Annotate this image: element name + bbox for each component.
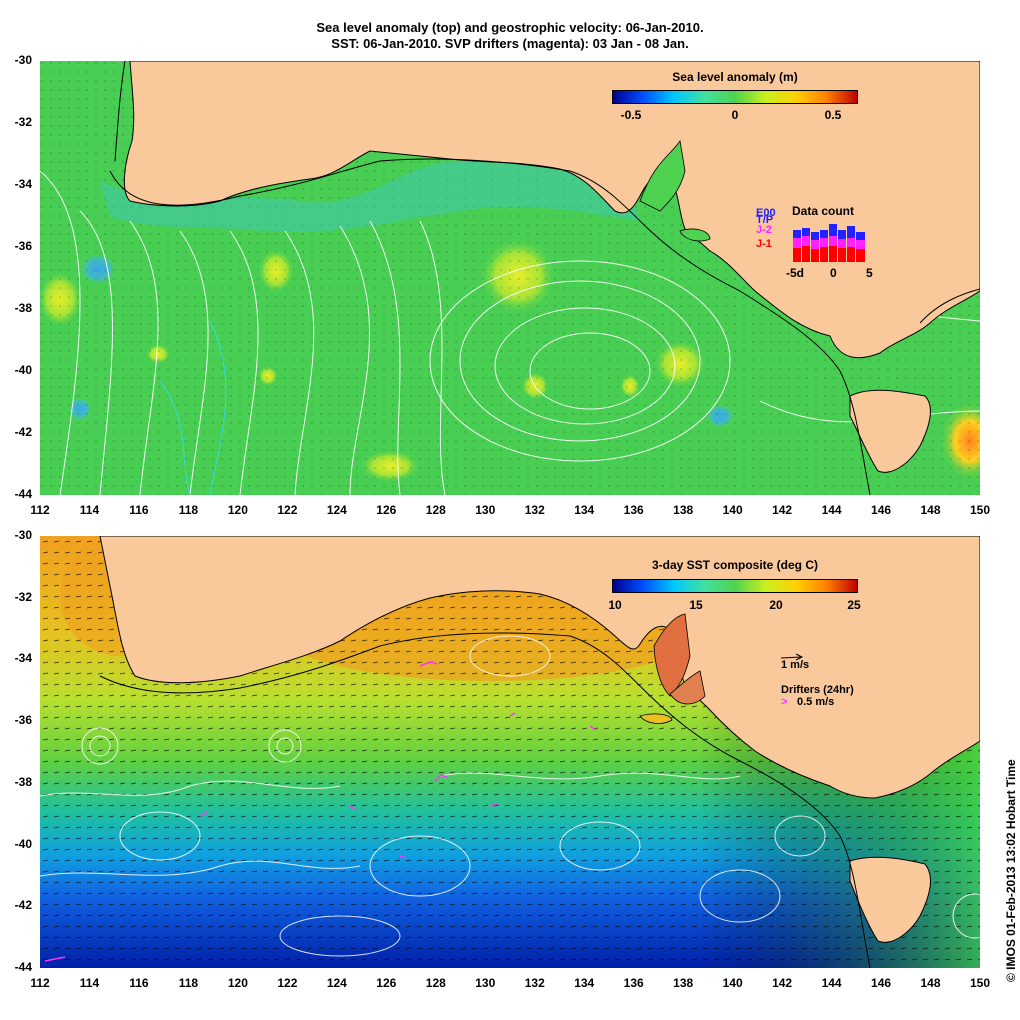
velocity-scale-label: 1 m/s (781, 659, 810, 671)
bottom-lon-tick: 116 (129, 976, 149, 990)
bottom-lon-tick: 144 (821, 976, 842, 990)
top-lon-tick: 114 (79, 503, 100, 517)
top-lon-tick: 136 (623, 503, 644, 517)
drifter-scale-arrow: > (781, 696, 788, 708)
bottom-lon-tick: 150 (969, 976, 991, 990)
top-lat-tick: -38 (14, 301, 32, 315)
australia-landmass-sst (99, 536, 980, 799)
sst-colorbar-tick-1: 10 (608, 598, 622, 612)
drifter-tracks (44, 661, 597, 962)
bottom-lon-tick: 126 (376, 976, 397, 990)
top-lon-tick: 144 (821, 503, 842, 517)
top-lon-tick: 132 (524, 503, 545, 517)
bottom-lat-tick: -30 (14, 528, 32, 542)
top-lon-tick: 130 (475, 503, 496, 517)
top-lat-tick: -44 (14, 487, 32, 501)
australia-landmass (123, 61, 980, 359)
bottom-lat-tick: -38 (14, 774, 32, 789)
top-lon-tick: 142 (772, 503, 793, 517)
bottom-lon-tick: 130 (475, 976, 496, 990)
top-lon-tick: 138 (673, 503, 694, 517)
sla-colorbar-tick-1: -0.5 (620, 108, 642, 122)
sst-sla-contours (40, 635, 980, 957)
bottom-lon-tick: 136 (623, 976, 644, 990)
bottom-lon-tick: 140 (722, 976, 743, 990)
sst-colorbar-title: 3-day SST composite (deg C) (651, 558, 819, 572)
sst-composite-map (40, 536, 980, 968)
top-lon-tick: 134 (574, 503, 595, 517)
top-lat-tick: -36 (14, 239, 32, 253)
bottom-lat-tick: -36 (14, 713, 32, 728)
sst-map-svg (40, 536, 980, 968)
data-count-histogram (793, 218, 869, 262)
bottom-lat-tick: -42 (14, 898, 32, 913)
bottom-lon-tick: 142 (772, 976, 793, 990)
top-lat-tick: -30 (14, 53, 32, 67)
figure-title-line1: Sea level anomaly (top) and geostrophic … (316, 20, 704, 35)
top-lon-tick: 140 (722, 503, 743, 517)
data-count-legend-e00: E00 (756, 207, 776, 219)
sst-colorbar (612, 579, 858, 593)
bottom-lon-tick: 134 (574, 976, 595, 990)
top-lat-tick: -32 (14, 115, 32, 129)
bottom-lon-tick: 122 (277, 976, 298, 990)
top-lon-tick: 112 (30, 503, 50, 517)
sst-colorbar-tick-3: 20 (769, 598, 783, 612)
top-lon-tick: 118 (178, 503, 199, 517)
top-lon-tick: 150 (969, 503, 991, 517)
bottom-lon-tick: 112 (30, 976, 50, 990)
velocity-scale-arrow (780, 653, 804, 661)
sla-colorbar-title: Sea level anomaly (m) (672, 70, 798, 84)
bottom-lat-tick: -34 (14, 651, 32, 666)
top-lon-tick: 126 (376, 503, 397, 517)
bottom-lon-tick: 120 (227, 976, 248, 990)
top-lat-tick: -34 (14, 177, 32, 191)
sla-map-svg (40, 61, 980, 495)
data-count-tick-1: -5d (786, 266, 804, 280)
sla-colorbar-tick-3: 0.5 (824, 108, 842, 122)
top-lon-tick: 120 (227, 503, 248, 517)
bottom-lon-tick: 128 (425, 976, 446, 990)
top-lon-tick: 116 (129, 503, 149, 517)
sst-colorbar-tick-4: 25 (847, 598, 861, 612)
bottom-lon-tick: 146 (871, 976, 892, 990)
drifter-scale-label: 0.5 m/s (797, 696, 835, 708)
data-count-tick-3: 5 (866, 266, 873, 280)
data-count-legend-tp: T/P (756, 214, 774, 226)
tasmania-landmass (849, 389, 931, 473)
bottom-lat-tick: -32 (14, 589, 32, 604)
sla-colorbar (612, 90, 858, 104)
bottom-lon-tick: 132 (524, 976, 545, 990)
top-lat-tick: -40 (14, 363, 32, 377)
drifters-label: Drifters (24hr) (781, 684, 854, 696)
top-lon-tick: 124 (326, 503, 347, 517)
data-count-tick-2: 0 (830, 266, 837, 280)
bottom-lat-tick: -40 (14, 836, 32, 851)
data-count-legend-j2: J-2 (756, 224, 772, 236)
shelf-break-line (109, 158, 871, 495)
bottom-lat-tick: -44 (14, 960, 32, 974)
bottom-lon-tick: 148 (920, 976, 941, 990)
sst-colorbar-tick-2: 15 (689, 598, 703, 612)
figure-title-line2: SST: 06-Jan-2010. SVP drifters (magenta)… (331, 36, 689, 51)
data-count-legend-j1: J-1 (756, 238, 772, 250)
top-lat-tick: -42 (14, 425, 32, 439)
bottom-lon-tick: 138 (673, 976, 694, 990)
data-count-title: Data count (792, 204, 855, 218)
credit-text: © IMOS 01-Feb-2013 13:02 Hobart Time (1004, 759, 1018, 982)
top-lon-tick: 146 (871, 503, 892, 517)
shelf-break-line-sst (99, 632, 871, 968)
bottom-lon-tick: 114 (79, 976, 100, 990)
top-lon-tick: 128 (425, 503, 446, 517)
bottom-lon-tick: 124 (326, 976, 347, 990)
bottom-lon-tick: 118 (178, 976, 199, 990)
tasmania-landmass-sst (849, 856, 931, 943)
top-lon-tick: 148 (920, 503, 941, 517)
sea-level-anomaly-map (40, 61, 980, 495)
sla-colorbar-tick-2: 0 (731, 108, 739, 122)
top-lon-tick: 122 (277, 503, 298, 517)
